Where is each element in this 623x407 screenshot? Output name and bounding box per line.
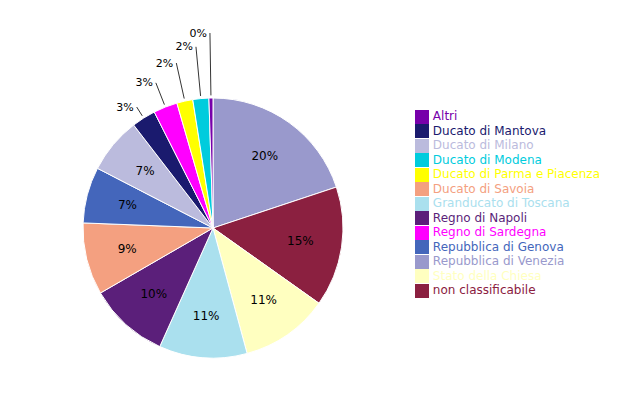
html-text:Ducato di Parma e Piacenza: Ducato di Parma e Piacenza — [432, 167, 600, 182]
html-text:non classificabile: non classificabile — [432, 283, 536, 298]
svg-text:9%: 9% — [118, 242, 137, 256]
html-text:Stato della Chiesa: Stato della Chiesa — [432, 268, 542, 283]
html-text:Repubblica di Venezia: Repubblica di Venezia — [432, 254, 565, 269]
html-text:Altri: Altri — [432, 109, 458, 124]
svg-text:3%: 3% — [135, 76, 152, 89]
html-text:Ducato di Savoia: Ducato di Savoia — [432, 181, 535, 196]
html-text:Ducato di Milano: Ducato di Milano — [432, 138, 534, 153]
html-text:Ducato di Mantova: Ducato di Mantova — [432, 123, 547, 138]
svg-text:11%: 11% — [193, 309, 220, 323]
svg-text:2%: 2% — [176, 40, 193, 53]
svg-text:7%: 7% — [118, 198, 137, 212]
svg-text:3%: 3% — [116, 101, 133, 114]
svg-text:10%: 10% — [140, 287, 167, 301]
svg-text:2%: 2% — [156, 57, 173, 70]
html-text:Regno di Sardegna: Regno di Sardegna — [432, 225, 547, 240]
svg-text:20%: 20% — [251, 149, 278, 163]
html-text:Granducato di Toscana: Granducato di Toscana — [432, 196, 570, 211]
svg-text:7%: 7% — [136, 164, 155, 178]
html-text:Ducato di Modena: Ducato di Modena — [432, 152, 542, 167]
html-text:Repubblica di Genova: Repubblica di Genova — [432, 239, 564, 254]
svg-text:0%: 0% — [189, 27, 206, 40]
html-text:Regno di Napoli: Regno di Napoli — [432, 210, 528, 225]
svg-text:11%: 11% — [250, 293, 277, 307]
svg-text:15%: 15% — [287, 234, 314, 248]
